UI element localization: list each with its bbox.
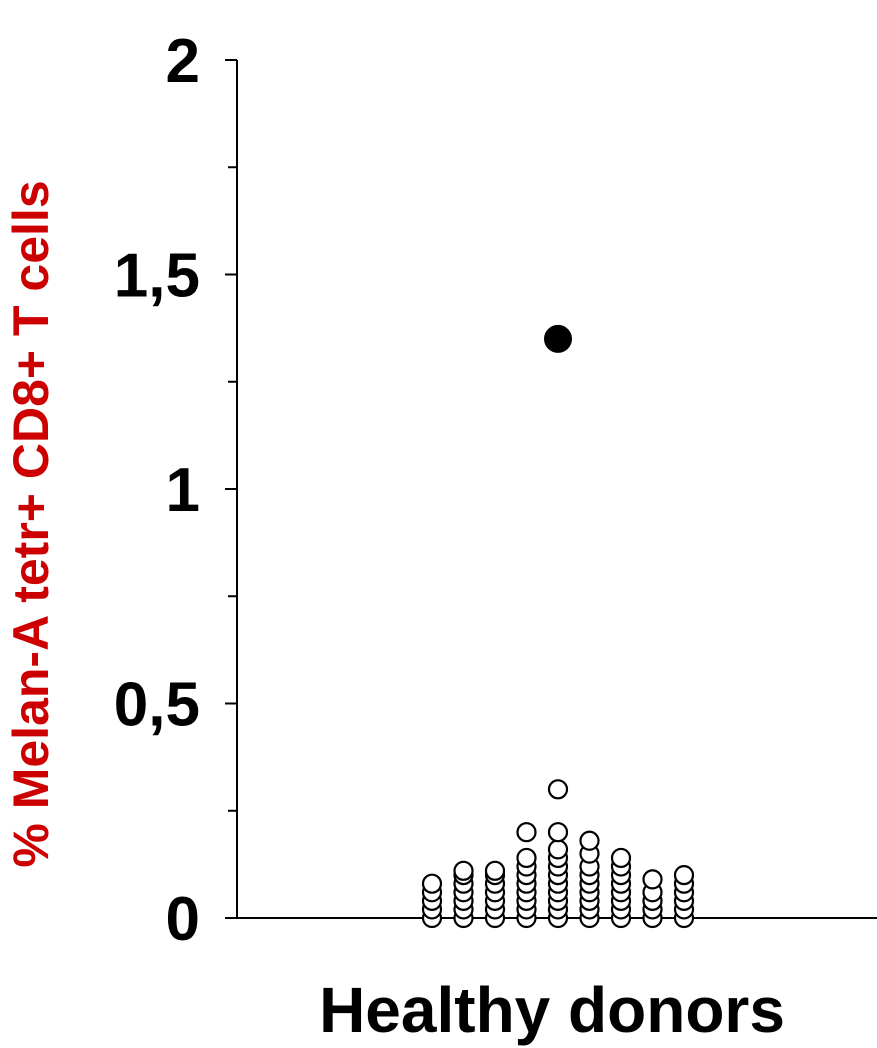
outlier-data-point — [544, 324, 572, 353]
x-axis-label: Healthy donors — [319, 974, 785, 1046]
data-point — [547, 839, 569, 860]
data-point — [516, 822, 537, 843]
y-ticks: 0 0,5 1 1,5 2 — [114, 27, 237, 954]
y-tick-label: 0 — [166, 885, 200, 954]
data-point — [642, 869, 663, 890]
data-point — [610, 847, 632, 869]
data-point — [673, 864, 695, 886]
data-point — [547, 779, 569, 800]
y-axis-label: % Melan-A tetr+ CD8+ T cells — [3, 180, 59, 867]
data-point — [579, 830, 600, 851]
data-point — [516, 847, 537, 869]
data-point — [547, 822, 569, 843]
y-tick-label: 2 — [166, 27, 200, 96]
data-point — [453, 860, 474, 881]
y-tick-label: 0,5 — [114, 671, 200, 740]
data-point — [421, 873, 443, 894]
data-point — [484, 860, 506, 881]
y-tick-label: 1 — [166, 456, 200, 525]
y-tick-label: 1,5 — [114, 242, 200, 311]
data-points — [421, 324, 695, 929]
